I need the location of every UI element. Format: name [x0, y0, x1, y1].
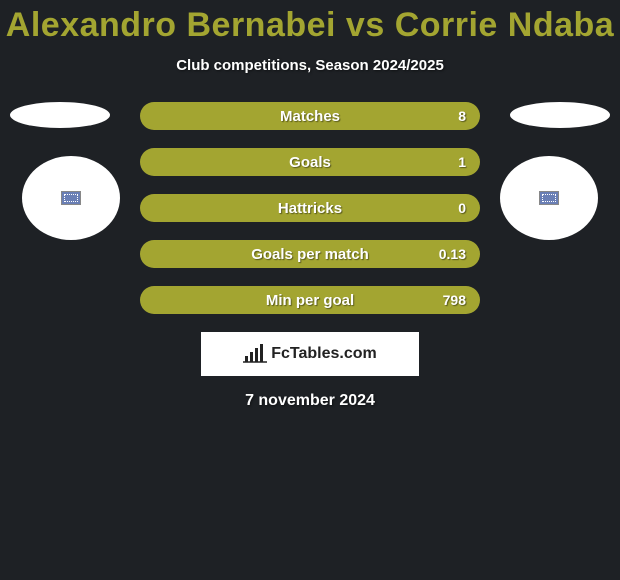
stat-row: Min per goal 798 [140, 286, 480, 314]
comparison-panel: Matches 8 Goals 1 Hattricks 0 Goals per … [0, 102, 620, 410]
stat-label: Min per goal [266, 292, 354, 309]
stat-value: 1 [458, 154, 466, 170]
stat-value: 8 [458, 108, 466, 124]
stat-value: 798 [443, 292, 466, 308]
stat-row: Goals per match 0.13 [140, 240, 480, 268]
subtitle: Club competitions, Season 2024/2025 [0, 57, 620, 74]
stat-row: Hattricks 0 [140, 194, 480, 222]
stat-row: Goals 1 [140, 148, 480, 176]
stat-value: 0.13 [439, 246, 466, 262]
chart-icon [243, 344, 267, 364]
flag-left-icon [61, 191, 81, 205]
source-logo: FcTables.com [201, 332, 419, 376]
flag-right-icon [539, 191, 559, 205]
logo-text: FcTables.com [271, 345, 377, 363]
stat-label: Goals per match [251, 246, 369, 263]
player-right-avatar [500, 156, 598, 240]
stats-bars: Matches 8 Goals 1 Hattricks 0 Goals per … [140, 102, 480, 314]
stat-label: Hattricks [278, 200, 342, 217]
snapshot-date: 7 november 2024 [0, 392, 620, 410]
page-title: Alexandro Bernabei vs Corrie Ndaba [0, 0, 620, 45]
player-left-badge [10, 102, 110, 128]
player-right-badge [510, 102, 610, 128]
stat-label: Matches [280, 108, 340, 125]
player-left-avatar [22, 156, 120, 240]
stat-row: Matches 8 [140, 102, 480, 130]
stat-label: Goals [289, 154, 331, 171]
stat-value: 0 [458, 200, 466, 216]
